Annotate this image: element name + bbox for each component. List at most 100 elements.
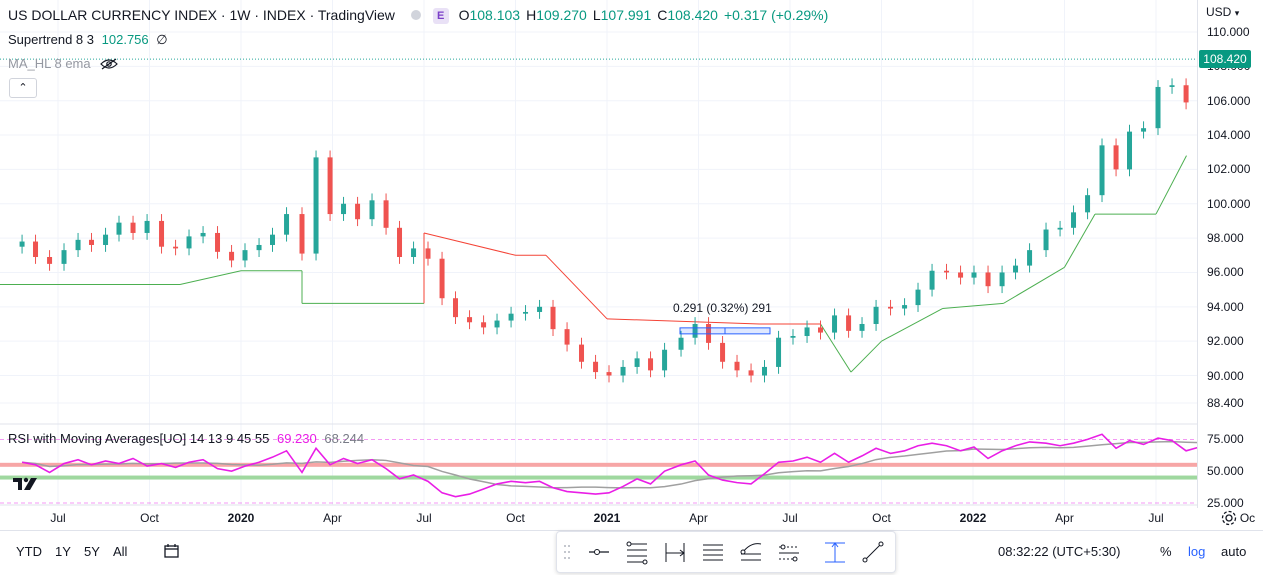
ohlc-label: O (458, 7, 470, 23)
price-axis[interactable] (1197, 0, 1263, 508)
price-tick-label: 92.000 (1207, 334, 1244, 349)
candle (467, 310, 473, 330)
range-button-ytd[interactable]: YTD (16, 544, 42, 559)
candle (1127, 124, 1133, 177)
parallel-channel-tool-icon[interactable] (699, 538, 727, 566)
currency-label: USD (1206, 5, 1232, 19)
candle (985, 265, 991, 294)
candle (130, 215, 136, 240)
measure-annotation[interactable]: 0.291 (0.32%) 291 (673, 301, 772, 335)
calendar-goto-icon[interactable] (163, 543, 181, 559)
candle (944, 263, 950, 280)
drag-handle-icon[interactable] (563, 544, 571, 560)
regression-tool-icon[interactable] (775, 538, 803, 566)
candle-body (762, 366, 768, 376)
candle-body (1127, 131, 1133, 170)
range-button-1y[interactable]: 1Y (55, 544, 71, 559)
candle-body (61, 250, 67, 264)
time-tick-label: 2022 (959, 511, 987, 525)
candle-body (620, 366, 626, 376)
price-range-tool-icon[interactable] (821, 538, 849, 566)
time-tick-label: Oct (506, 511, 525, 525)
supertrend-legend[interactable]: Supertrend 8 3 102.756 ∅ (8, 32, 168, 48)
date-range-tool-icon[interactable] (661, 538, 689, 566)
candle-body (648, 358, 654, 371)
fib-retracement-tool-icon[interactable] (623, 538, 651, 566)
eye-hidden-icon[interactable] (100, 58, 119, 70)
auto-scale-button[interactable]: auto (1221, 544, 1247, 559)
ohlc-item: O108.103 (459, 7, 521, 23)
currency-selector[interactable]: USD ▾ (1206, 5, 1239, 19)
candle (481, 315, 487, 335)
pitchfork-tool-icon[interactable] (737, 538, 765, 566)
candle (593, 354, 599, 379)
collapse-legend-button[interactable]: ⌃ (9, 78, 37, 98)
trend-line-tool-icon[interactable] (859, 538, 887, 566)
candle (776, 330, 782, 374)
range-button-5y[interactable]: 5Y (84, 544, 100, 559)
candle-body (999, 272, 1005, 287)
candle-body (888, 306, 894, 309)
ohlc-value: 108.420 (667, 7, 718, 23)
symbol-title[interactable]: US DOLLAR CURRENCY INDEX · 1W · INDEX · … (8, 7, 395, 23)
supertrend-segment (1155, 155, 1187, 215)
settings-gear-icon[interactable] (1220, 509, 1238, 527)
candle-body (397, 227, 403, 258)
rsi-legend[interactable]: RSI with Moving Averages[UO] 14 13 9 45 … (8, 431, 364, 446)
ma-hl-legend[interactable]: MA_HL 8 ema (8, 56, 119, 71)
candle-body (75, 239, 81, 251)
candle-body (33, 241, 39, 258)
candle (1183, 78, 1189, 110)
time-tick-label: Oct (872, 511, 891, 525)
earnings-badge[interactable]: E (432, 8, 449, 24)
price-tick-label: 100.000 (1207, 196, 1251, 211)
candle-body (1057, 227, 1063, 230)
horizontal-ray-tool-icon[interactable] (585, 538, 613, 566)
rsi-pane (0, 433, 1214, 504)
candle (313, 150, 319, 261)
candle (270, 227, 276, 252)
candle-body (425, 248, 431, 259)
candle (508, 306, 514, 328)
candle (846, 308, 852, 338)
candle (859, 317, 865, 338)
candle (564, 322, 570, 352)
ohlc-item: C108.420 (657, 7, 718, 23)
candle-body (804, 327, 810, 337)
tradingview-logo[interactable] (12, 476, 38, 492)
candle-body (215, 232, 221, 252)
candle (284, 207, 290, 242)
candle (19, 234, 25, 254)
candle-body (481, 322, 487, 328)
range-button-all[interactable]: All (113, 544, 128, 559)
candle (75, 232, 81, 258)
candle (159, 214, 165, 254)
candle-body (1155, 86, 1161, 129)
supertrend-segment (942, 302, 1004, 310)
candle (537, 299, 543, 319)
candlestick-series (19, 52, 1217, 383)
candle (186, 229, 192, 256)
candle-body (242, 250, 248, 261)
rsi-tick-label: 50.000 (1207, 464, 1244, 479)
price-tick-label: 102.000 (1207, 162, 1251, 177)
price-tick-label: 96.000 (1207, 265, 1244, 280)
candle-body (662, 349, 668, 371)
log-scale-button[interactable]: log (1188, 544, 1206, 559)
price-tick-label: 106.000 (1207, 93, 1251, 108)
price-tick-label: 88.400 (1207, 396, 1244, 410)
supertrend-segment (423, 232, 516, 256)
candle-body (299, 214, 305, 254)
percent-scale-button[interactable]: % (1160, 544, 1172, 559)
supertrend-segment (1003, 266, 1065, 304)
clock-timezone[interactable]: 08:32:22 (UTC+5:30) (998, 544, 1121, 559)
candle (999, 265, 1005, 294)
rsi-ma-value: 68.244 (324, 431, 365, 446)
candle (971, 265, 977, 285)
candle-body (846, 315, 852, 331)
supertrend-segment (179, 270, 242, 285)
candle (804, 320, 810, 343)
candle (229, 244, 235, 268)
candle (453, 291, 459, 324)
